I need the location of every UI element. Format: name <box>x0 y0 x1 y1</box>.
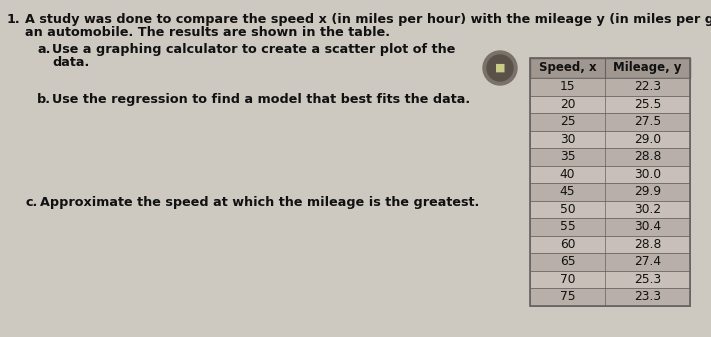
Bar <box>530 218 690 236</box>
Text: 23.3: 23.3 <box>634 290 661 303</box>
Text: 25: 25 <box>560 115 575 128</box>
Text: 1.: 1. <box>7 13 21 26</box>
Bar <box>530 165 690 183</box>
Text: 30: 30 <box>560 133 575 146</box>
Text: a.: a. <box>37 43 50 56</box>
Text: 55: 55 <box>560 220 575 233</box>
Bar <box>530 253 690 271</box>
Text: 27.5: 27.5 <box>634 115 661 128</box>
Bar <box>530 183 690 201</box>
Bar <box>530 95 690 113</box>
Bar <box>530 201 690 218</box>
Text: 50: 50 <box>560 203 575 216</box>
Text: 70: 70 <box>560 273 575 286</box>
Text: 22.3: 22.3 <box>634 80 661 93</box>
Text: Mileage, y: Mileage, y <box>614 61 682 74</box>
Text: 15: 15 <box>560 80 575 93</box>
Text: 35: 35 <box>560 150 575 163</box>
Text: data.: data. <box>52 56 90 69</box>
Text: 75: 75 <box>560 290 575 303</box>
Bar <box>530 271 690 288</box>
Text: c.: c. <box>25 196 37 209</box>
Bar <box>530 113 690 130</box>
Bar <box>530 236 690 253</box>
Text: 27.4: 27.4 <box>634 255 661 268</box>
Circle shape <box>487 55 513 81</box>
Text: Use a graphing calculator to create a scatter plot of the: Use a graphing calculator to create a sc… <box>52 43 455 56</box>
Text: Use the regression to find a model that best fits the data.: Use the regression to find a model that … <box>52 93 470 106</box>
Text: 30.4: 30.4 <box>634 220 661 233</box>
Text: an automobile. The results are shown in the table.: an automobile. The results are shown in … <box>25 26 390 39</box>
Bar <box>530 58 690 78</box>
Text: 25.5: 25.5 <box>634 98 661 111</box>
Text: 30.0: 30.0 <box>634 168 661 181</box>
Text: ■: ■ <box>495 63 506 73</box>
Text: 20: 20 <box>560 98 575 111</box>
Bar <box>530 288 690 306</box>
Bar <box>530 130 690 148</box>
Text: 28.8: 28.8 <box>634 238 661 251</box>
Text: Speed, x: Speed, x <box>539 61 597 74</box>
Text: 40: 40 <box>560 168 575 181</box>
Circle shape <box>483 51 517 85</box>
Bar <box>530 58 690 306</box>
Text: 28.8: 28.8 <box>634 150 661 163</box>
Bar <box>530 78 690 95</box>
Text: 30.2: 30.2 <box>634 203 661 216</box>
Text: 29.9: 29.9 <box>634 185 661 198</box>
Bar <box>530 148 690 165</box>
Text: Approximate the speed at which the mileage is the greatest.: Approximate the speed at which the milea… <box>40 196 479 209</box>
Text: 25.3: 25.3 <box>634 273 661 286</box>
Text: 65: 65 <box>560 255 575 268</box>
Text: 29.0: 29.0 <box>634 133 661 146</box>
Text: 60: 60 <box>560 238 575 251</box>
Text: A study was done to compare the speed x (in miles per hour) with the mileage y (: A study was done to compare the speed x … <box>25 13 711 26</box>
Text: 45: 45 <box>560 185 575 198</box>
Text: b.: b. <box>37 93 51 106</box>
